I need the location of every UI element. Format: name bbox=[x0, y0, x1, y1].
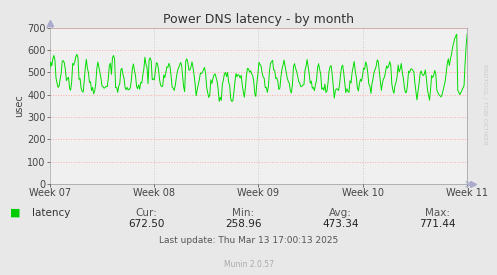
Text: RRDTOOL / TOBI OETIKER: RRDTOOL / TOBI OETIKER bbox=[482, 64, 487, 145]
Text: Last update: Thu Mar 13 17:00:13 2025: Last update: Thu Mar 13 17:00:13 2025 bbox=[159, 236, 338, 245]
Text: Cur:: Cur: bbox=[136, 208, 158, 218]
Text: ■: ■ bbox=[10, 208, 20, 218]
Text: 771.44: 771.44 bbox=[419, 219, 456, 229]
Text: 258.96: 258.96 bbox=[225, 219, 262, 229]
Y-axis label: usec: usec bbox=[14, 95, 24, 117]
Text: latency: latency bbox=[32, 208, 71, 218]
Text: 672.50: 672.50 bbox=[128, 219, 165, 229]
Text: Max:: Max: bbox=[425, 208, 450, 218]
Text: Munin 2.0.57: Munin 2.0.57 bbox=[224, 260, 273, 269]
Text: 473.34: 473.34 bbox=[322, 219, 359, 229]
Text: Min:: Min: bbox=[233, 208, 254, 218]
Title: Power DNS latency - by month: Power DNS latency - by month bbox=[163, 13, 354, 26]
Text: Avg:: Avg: bbox=[329, 208, 352, 218]
